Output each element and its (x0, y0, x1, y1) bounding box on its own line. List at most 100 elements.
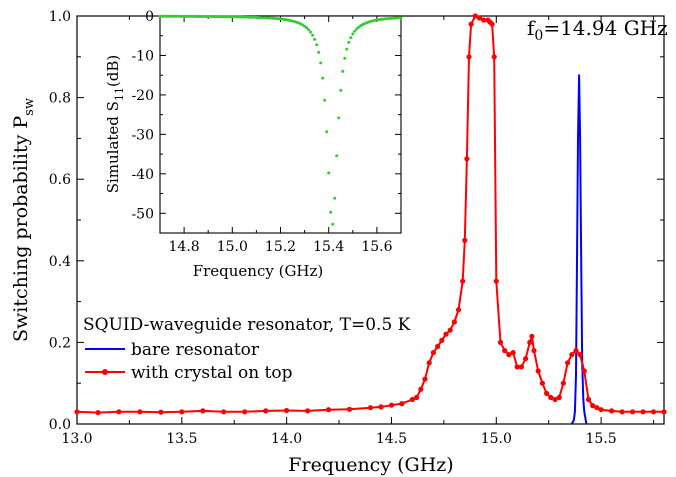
annotation-value: =14.94 GHz (543, 16, 667, 40)
inset-data-point (321, 76, 325, 80)
inset-data-point (353, 29, 357, 33)
inset-data-point (345, 47, 349, 51)
data-point-with-crystal (661, 409, 667, 415)
main-y-tick-label: 0.6 (49, 172, 71, 188)
inset-x-tick-label: 15.4 (313, 239, 344, 255)
data-point-with-crystal (435, 343, 441, 350)
data-point-with-crystal (414, 394, 420, 401)
data-point-with-crystal (590, 403, 596, 409)
data-point-with-crystal (468, 21, 474, 27)
data-point-with-crystal (426, 360, 432, 366)
inset-data-point (307, 28, 311, 32)
inset-data-point (242, 15, 246, 19)
inset-data-point (341, 69, 345, 73)
inset-data-point (325, 130, 329, 134)
data-point-with-crystal (464, 156, 470, 162)
data-point-with-crystal (221, 409, 227, 415)
data-point-with-crystal (548, 394, 554, 401)
main-x-tick-label: 13.0 (61, 431, 92, 447)
inset-data-point (311, 33, 315, 37)
inset-data-point (339, 88, 343, 92)
data-point-with-crystal (455, 307, 462, 313)
inset-panel: 14.8 15.0 15.2 15.4 15.6 0 -10 -20 -30 -40 -50 (131, 9, 403, 255)
data-point-with-crystal (565, 360, 571, 366)
data-point-with-crystal (619, 409, 625, 415)
main-x-axis-label: Frequency (GHz) (288, 454, 453, 476)
data-point-with-crystal (443, 331, 449, 337)
data-point-with-crystal (367, 405, 374, 411)
data-point-with-crystal (527, 339, 533, 345)
main-axes: 13.0 13.5 14.0 14.5 15.0 15.5 0.0 0.2 0.4 0.6 0.8 1… (49, 9, 665, 447)
data-point-with-crystal (560, 380, 567, 386)
data-point-with-crystal (242, 409, 248, 415)
legend-label-with-crystal: with crystal on top (131, 363, 293, 383)
inset-data-point (351, 32, 355, 36)
main-y-tick-label: 0.8 (49, 91, 71, 107)
data-point-with-crystal (493, 278, 499, 284)
data-point-with-crystal (466, 54, 472, 60)
data-point-with-crystal (581, 368, 587, 374)
resonance-frequency-annotation: f0=14.94 GHz (527, 16, 668, 44)
data-point-with-crystal (388, 402, 395, 408)
data-point-with-crystal (609, 408, 615, 414)
data-point-with-crystal (305, 408, 311, 414)
data-point-with-crystal (523, 356, 529, 362)
inset-y-axis-label-subscript: 11 (113, 87, 126, 101)
inset-x-tick-label: 15.2 (265, 239, 296, 255)
data-point-with-crystal (346, 406, 353, 412)
inset-data-point (315, 43, 319, 47)
data-point-with-crystal (200, 408, 206, 414)
inset-data-point (323, 98, 327, 102)
main-y-tick-label: 1.0 (49, 9, 71, 25)
main-y-tick-label: 0.0 (49, 417, 71, 433)
data-point-with-crystal (497, 339, 504, 345)
data-point-with-crystal (544, 390, 550, 396)
main-y-axis-label-subscript: sw (22, 98, 37, 116)
data-point-with-crystal (409, 396, 415, 403)
inset-y-tick-label: -10 (131, 48, 154, 64)
data-point-with-crystal (422, 376, 428, 382)
data-point-with-crystal (585, 396, 592, 403)
data-point-with-crystal (489, 21, 495, 27)
inset-data-point (335, 154, 339, 158)
data-point-with-crystal (529, 333, 535, 339)
inset-y-tick-label: 0 (145, 9, 154, 25)
inset-data-point (309, 30, 313, 34)
data-point-with-crystal (263, 408, 269, 414)
legend: SQUID-waveguide resonator, T=0.5 K bare … (83, 315, 411, 383)
data-point-with-crystal (569, 352, 575, 358)
data-point-with-crystal (451, 319, 457, 325)
data-point-with-crystal (640, 409, 646, 415)
inset-y-tick-label: -30 (131, 127, 154, 143)
data-point-with-crystal (598, 407, 604, 413)
data-point-with-crystal (158, 409, 164, 415)
inset-data-point (305, 26, 309, 30)
inset-data-point (337, 116, 341, 120)
legend-title: SQUID-waveguide resonator, T=0.5 K (83, 315, 411, 335)
main-x-tick-label: 14.0 (271, 431, 302, 447)
inset-x-axis-label: Frequency (GHz) (193, 262, 324, 280)
inset-y-tick-label: -50 (131, 206, 154, 222)
main-y-tick-label: 0.4 (49, 254, 71, 270)
data-point-with-crystal (284, 407, 290, 414)
main-x-tick-label: 14.5 (376, 431, 407, 447)
annotation-f: f (527, 16, 536, 40)
inset-y-axis-label-text: Simulated S (104, 101, 122, 193)
inset-plot-frame (159, 15, 402, 234)
main-y-axis-label: Switching probability Psw (10, 98, 37, 342)
data-point-with-crystal (518, 364, 525, 370)
inset-y-axis-label: Simulated S11(dB) (104, 55, 126, 194)
main-y-axis-label-text: Switching probability P (10, 116, 32, 342)
data-point-with-crystal (491, 54, 497, 60)
data-point-with-crystal (531, 348, 537, 354)
main-x-tick-label: 15.5 (586, 431, 617, 447)
data-point-with-crystal (399, 401, 405, 407)
legend-label-bare-resonator: bare resonator (131, 340, 260, 360)
inset-data-point (331, 222, 335, 226)
inset-y-tick-label: -20 (131, 88, 154, 104)
data-point-with-crystal (418, 386, 424, 392)
data-point-with-crystal (594, 405, 600, 411)
inset-data-point (329, 210, 333, 214)
data-point-with-crystal (447, 327, 453, 333)
